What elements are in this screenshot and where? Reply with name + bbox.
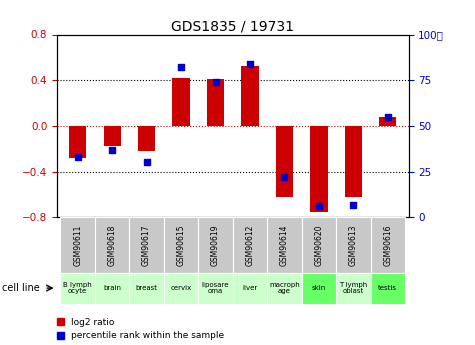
Text: GSM90612: GSM90612 — [246, 224, 255, 266]
Point — [74, 154, 82, 160]
Bar — [164, 217, 198, 273]
Bar — [336, 273, 370, 304]
Point — [246, 61, 254, 67]
Bar — [310, 126, 328, 211]
Bar — [241, 67, 258, 126]
Bar — [267, 217, 302, 273]
Text: testis: testis — [378, 285, 397, 291]
Text: liver: liver — [242, 285, 257, 291]
Bar — [138, 126, 155, 151]
Text: GSM90616: GSM90616 — [383, 224, 392, 266]
Point — [384, 114, 391, 120]
Bar — [95, 273, 129, 304]
Text: GSM90613: GSM90613 — [349, 224, 358, 266]
Bar — [60, 273, 95, 304]
Point — [212, 79, 219, 85]
Text: skin: skin — [312, 285, 326, 291]
Bar — [198, 217, 233, 273]
Text: breast: breast — [135, 285, 158, 291]
Text: cell line: cell line — [2, 283, 40, 293]
Bar — [336, 217, 370, 273]
Text: GSM90620: GSM90620 — [314, 224, 323, 266]
Bar — [129, 217, 164, 273]
Bar — [104, 126, 121, 147]
Bar — [164, 273, 198, 304]
Bar — [302, 217, 336, 273]
Bar — [370, 217, 405, 273]
Bar — [379, 117, 397, 126]
Title: GDS1835 / 19731: GDS1835 / 19731 — [171, 19, 294, 33]
Legend: log2 ratio, percentile rank within the sample: log2 ratio, percentile rank within the s… — [57, 318, 224, 341]
Bar — [69, 126, 86, 158]
Text: GSM90615: GSM90615 — [177, 224, 186, 266]
Bar — [207, 79, 224, 126]
Point — [177, 65, 185, 70]
Bar — [370, 273, 405, 304]
Bar — [129, 273, 164, 304]
Text: macroph
age: macroph age — [269, 282, 300, 294]
Text: brain: brain — [103, 285, 121, 291]
Bar — [267, 273, 302, 304]
Bar — [198, 273, 233, 304]
Text: GSM90619: GSM90619 — [211, 224, 220, 266]
Point — [108, 147, 116, 152]
Point — [315, 204, 323, 209]
Bar — [233, 217, 267, 273]
Text: liposare
oma: liposare oma — [202, 282, 229, 294]
Text: cervix: cervix — [171, 285, 192, 291]
Bar — [60, 217, 95, 273]
Bar — [95, 217, 129, 273]
Bar — [233, 273, 267, 304]
Text: GSM90614: GSM90614 — [280, 224, 289, 266]
Text: GSM90611: GSM90611 — [73, 224, 82, 266]
Bar — [172, 78, 190, 126]
Text: B lymph
ocyte: B lymph ocyte — [63, 282, 92, 294]
Text: GSM90618: GSM90618 — [108, 224, 117, 266]
Bar — [276, 126, 293, 197]
Bar — [345, 126, 362, 197]
Text: GSM90617: GSM90617 — [142, 224, 151, 266]
Point — [281, 174, 288, 180]
Text: T lymph
oblast: T lymph oblast — [339, 282, 368, 294]
Point — [350, 202, 357, 207]
Bar — [302, 273, 336, 304]
Point — [143, 160, 151, 165]
